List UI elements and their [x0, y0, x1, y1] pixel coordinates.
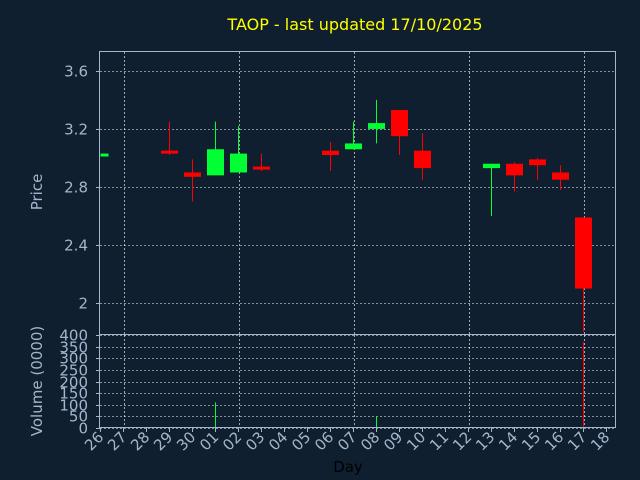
candle-body: [161, 150, 178, 154]
candle-body: [391, 110, 408, 137]
candle-body: [552, 172, 569, 180]
candle-body: [345, 143, 362, 150]
candle-15: [529, 157, 546, 180]
price-tick-label: 3.2: [64, 121, 88, 139]
price-y-ticks: 2 2.4 2.8 3.2 3.6: [64, 63, 100, 313]
volume-grid: [100, 335, 616, 429]
candle-body: [529, 159, 546, 166]
candle-09: [391, 110, 408, 156]
volume-tick-label: 400: [59, 327, 88, 345]
candle-02: [230, 126, 247, 173]
volume-tick-label: 250: [59, 362, 88, 380]
volume-panel-frame: [99, 334, 616, 428]
volume-tick-label: 300: [59, 350, 88, 368]
candle-30: [184, 159, 201, 202]
candle-26: [100, 153, 109, 157]
candle-body: [483, 163, 500, 169]
candle-body: [414, 150, 431, 169]
price-tick-label: 2.8: [64, 179, 88, 197]
candle-06: [322, 141, 339, 172]
candle-body: [207, 149, 224, 176]
candle-16: [552, 165, 569, 190]
volume-tick-label: 0: [78, 420, 88, 438]
x-axis-ticks: 2627282930010203040506070809101112131415…: [81, 428, 613, 454]
price-grid: [100, 52, 616, 335]
candle-body: [253, 166, 270, 170]
candle-body: [368, 123, 385, 129]
candle-body: [506, 163, 523, 176]
chart-title: TAOP - last updated 17/10/2025: [226, 15, 482, 34]
volume-tick-label: 150: [59, 385, 88, 403]
candle-07: [345, 121, 362, 150]
candle-03: [253, 153, 270, 172]
volume-tick-label: 350: [59, 339, 88, 357]
candle-14: [506, 162, 523, 192]
candle-08: [368, 99, 385, 144]
candle-13: [483, 163, 500, 216]
volume-tick-label: 100: [59, 397, 88, 415]
price-axis-label: Price: [28, 174, 46, 211]
price-tick-label: 2: [78, 295, 88, 313]
price-tick-label: 2.4: [64, 237, 88, 255]
candle-body: [184, 172, 201, 177]
x-axis-label: Day: [333, 458, 363, 476]
price-candles: [100, 99, 592, 333]
candle-17: [575, 217, 592, 333]
candle-body: [100, 153, 109, 157]
candle-29: [161, 121, 178, 156]
candle-10: [414, 133, 431, 180]
volume-axis-label: Volume (0000): [28, 326, 46, 436]
candle-body: [322, 150, 339, 156]
price-tick-label: 3.6: [64, 63, 88, 81]
candle-body: [230, 153, 247, 173]
volume-tick-label: 200: [59, 374, 88, 392]
candle-body: [575, 217, 592, 289]
candle-01: [207, 121, 224, 176]
volume-tick-label: 50: [69, 408, 88, 426]
